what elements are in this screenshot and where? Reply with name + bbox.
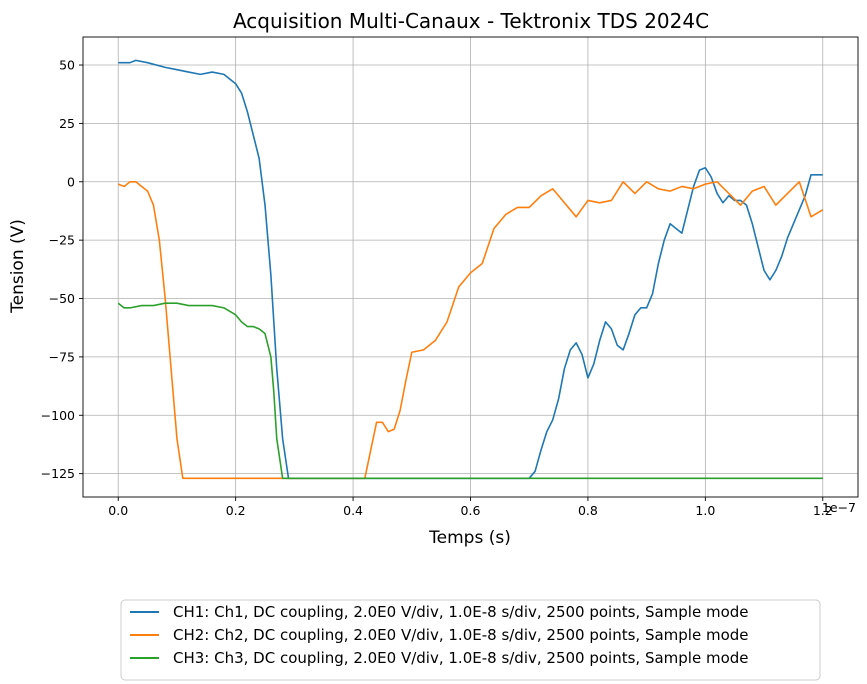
x-axis-offset-label: 1e−7	[822, 500, 856, 515]
y-tick-label: 50	[59, 58, 75, 73]
x-axis-title: Temps (s)	[428, 528, 511, 548]
x-tick-label: 0.0	[108, 503, 128, 518]
x-tick-label: 0.4	[343, 503, 363, 518]
y-tick-label: −125	[41, 466, 75, 481]
legend-box	[120, 599, 821, 681]
legend-label-ch2: CH2: Ch2, DC coupling, 2.0E0 V/div, 1.0E…	[173, 626, 749, 644]
y-tick-label: −25	[49, 233, 75, 248]
series-line-ch1	[118, 59, 823, 480]
legend-label-ch3: CH3: Ch3, DC coupling, 2.0E0 V/div, 1.0E…	[173, 649, 749, 667]
y-axis-title: Tension (V)	[8, 219, 28, 314]
x-tick-label: 1.0	[695, 503, 715, 518]
y-tick-label: −100	[41, 408, 75, 423]
y-tick-label: 0	[67, 174, 75, 189]
y-tick-label: −50	[49, 291, 75, 306]
x-tick-label: 0.6	[461, 503, 481, 518]
plot-area: 0.0 0.2 0.4 0.6 0.8 1.0 1.2 50 25 0 −25 −50 −75 −100 −…	[41, 36, 859, 518]
legend: CH1: Ch1, DC coupling, 2.0E0 V/div, 1.0E…	[120, 599, 821, 681]
x-tick-label: 0.2	[226, 503, 246, 518]
series-line-ch3	[117, 302, 823, 480]
y-tick-label: 25	[59, 116, 75, 131]
x-tick-label: 0.8	[578, 503, 598, 518]
y-tick-label: −75	[49, 349, 75, 364]
series-line-ch2	[117, 180, 824, 480]
legend-label-ch1: CH1: Ch1, DC coupling, 2.0E0 V/div, 1.0E…	[173, 603, 749, 621]
x-tick-label: 1.2	[813, 503, 833, 518]
chart-title: Acquisition Multi-Canaux - Tektronix TDS…	[233, 9, 709, 33]
